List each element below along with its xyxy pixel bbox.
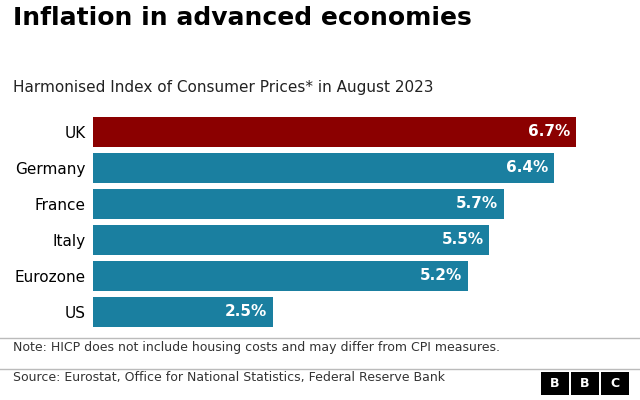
Text: Note: HICP does not include housing costs and may differ from CPI measures.: Note: HICP does not include housing cost… [13,341,500,354]
Bar [93,189,504,219]
Text: 5.2%: 5.2% [420,268,462,284]
Text: B: B [550,377,559,390]
Text: B: B [580,377,589,390]
Text: 6.7%: 6.7% [528,124,570,140]
Text: Source: Eurostat, Office for National Statistics, Federal Reserve Bank: Source: Eurostat, Office for National St… [13,371,445,384]
Bar [93,261,468,291]
Text: 5.5%: 5.5% [442,232,484,248]
Text: 2.5%: 2.5% [225,304,268,320]
Text: Inflation in advanced economies: Inflation in advanced economies [13,6,472,30]
Text: 5.7%: 5.7% [456,196,498,212]
Bar [93,297,273,327]
Text: 6.4%: 6.4% [506,160,548,176]
Text: Harmonised Index of Consumer Prices* in August 2023: Harmonised Index of Consumer Prices* in … [13,80,433,95]
Text: C: C [611,377,620,390]
Bar [93,153,554,183]
Bar [93,225,490,255]
Bar [93,117,576,147]
